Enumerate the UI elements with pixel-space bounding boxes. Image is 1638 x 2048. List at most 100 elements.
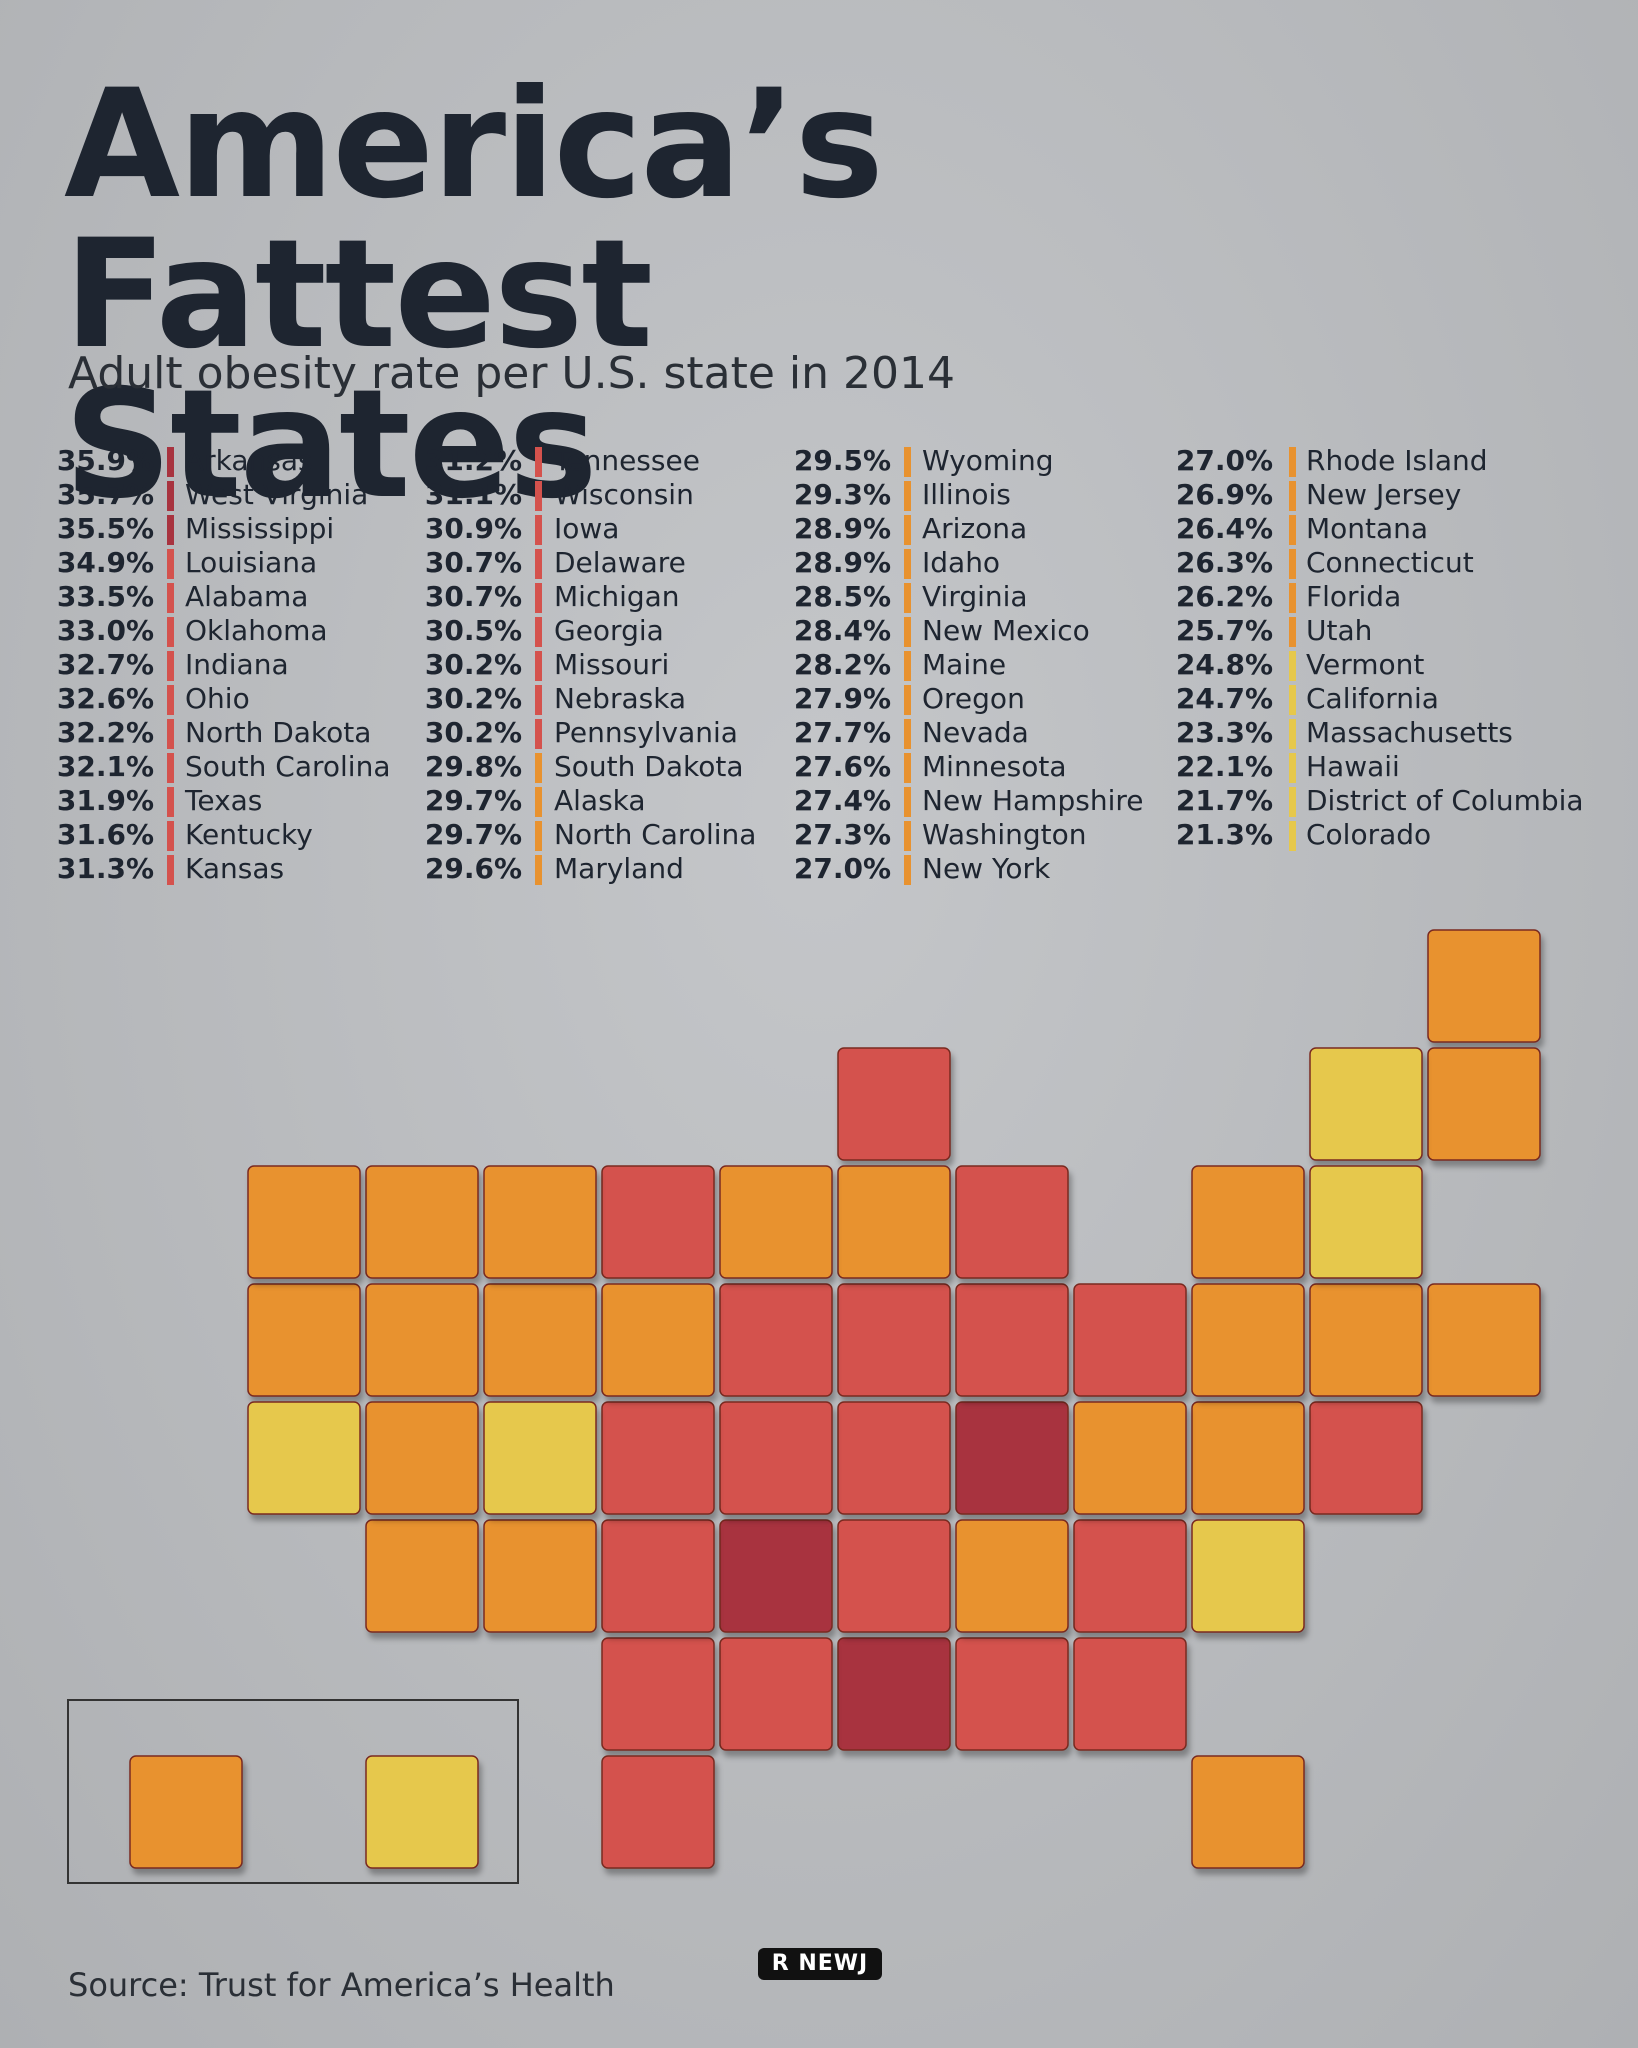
rate-label: 30.7% <box>425 546 522 579</box>
state-label: Montana <box>1306 512 1428 545</box>
state-tile <box>955 1283 1069 1397</box>
state-tile <box>1427 929 1541 1043</box>
state-label: Illinois <box>922 478 1011 511</box>
rate-label: 27.0% <box>1176 444 1273 477</box>
color-swatch <box>535 447 542 477</box>
state-label: Rhode Island <box>1306 444 1488 477</box>
color-swatch <box>904 481 911 511</box>
state-tile <box>837 1165 951 1279</box>
rate-label: 33.0% <box>57 614 154 647</box>
state-tile <box>719 1401 833 1515</box>
rate-label: 35.7% <box>57 478 154 511</box>
state-label: Alaska <box>554 784 646 817</box>
state-label: Connecticut <box>1306 546 1474 579</box>
state-tile <box>1073 1519 1187 1633</box>
color-swatch <box>1289 549 1296 579</box>
color-swatch <box>904 719 911 749</box>
state-tile <box>601 1519 715 1633</box>
color-swatch <box>904 583 911 613</box>
color-swatch <box>535 481 542 511</box>
rate-label: 30.2% <box>425 682 522 715</box>
state-tile <box>1309 1283 1423 1397</box>
state-tile <box>483 1519 597 1633</box>
title: America’s Fattest States <box>64 58 884 532</box>
rate-label: 30.9% <box>425 512 522 545</box>
rate-label: 30.2% <box>425 648 522 681</box>
rate-label: 31.1% <box>425 478 522 511</box>
state-label: North Dakota <box>185 716 371 749</box>
state-tile <box>719 1637 833 1751</box>
color-swatch <box>535 685 542 715</box>
color-swatch <box>167 753 174 783</box>
color-swatch <box>167 821 174 851</box>
state-label: Wisconsin <box>554 478 694 511</box>
state-tile <box>1191 1401 1305 1515</box>
color-swatch <box>1289 651 1296 681</box>
color-swatch <box>535 617 542 647</box>
rate-label: 29.3% <box>794 478 891 511</box>
state-tile <box>837 1637 951 1751</box>
rate-label: 27.0% <box>794 852 891 885</box>
state-label: South Dakota <box>554 750 743 783</box>
state-label: Michigan <box>554 580 680 613</box>
state-label: Alabama <box>185 580 308 613</box>
rate-label: 28.4% <box>794 614 891 647</box>
state-tile <box>1309 1047 1423 1161</box>
inset-frame <box>67 1699 519 1884</box>
state-tile <box>1191 1165 1305 1279</box>
rate-label: 30.7% <box>425 580 522 613</box>
color-swatch <box>167 855 174 885</box>
color-swatch <box>535 753 542 783</box>
color-swatch <box>167 447 174 477</box>
state-tile <box>1191 1519 1305 1633</box>
state-label: Kansas <box>185 852 284 885</box>
rate-label: 31.6% <box>57 818 154 851</box>
color-swatch <box>167 617 174 647</box>
color-swatch <box>1289 515 1296 545</box>
state-tile <box>837 1283 951 1397</box>
rate-label: 26.3% <box>1176 546 1273 579</box>
rate-label: 32.7% <box>57 648 154 681</box>
state-label: Minnesota <box>922 750 1067 783</box>
state-label: Washington <box>922 818 1087 851</box>
state-label: Missouri <box>554 648 669 681</box>
color-swatch <box>167 549 174 579</box>
state-tile <box>365 1755 479 1869</box>
state-label: Idaho <box>922 546 1000 579</box>
state-tile <box>1427 1283 1541 1397</box>
rate-label: 21.3% <box>1176 818 1273 851</box>
source: Source: Trust for America’s Health <box>68 1966 615 2004</box>
state-label: Maine <box>922 648 1006 681</box>
state-label: Oklahoma <box>185 614 328 647</box>
rate-label: 24.7% <box>1176 682 1273 715</box>
color-swatch <box>904 855 911 885</box>
rate-label: 28.9% <box>794 546 891 579</box>
state-tile <box>365 1401 479 1515</box>
state-tile <box>365 1165 479 1279</box>
state-label: Nevada <box>922 716 1029 749</box>
color-swatch <box>1289 583 1296 613</box>
color-swatch <box>167 719 174 749</box>
state-tile <box>1191 1283 1305 1397</box>
state-label: New Mexico <box>922 614 1090 647</box>
state-tile <box>955 1519 1069 1633</box>
color-swatch <box>535 855 542 885</box>
color-swatch <box>904 447 911 477</box>
color-swatch <box>1289 787 1296 817</box>
state-tile <box>955 1637 1069 1751</box>
rate-label: 27.3% <box>794 818 891 851</box>
state-label: Utah <box>1306 614 1372 647</box>
state-label: Florida <box>1306 580 1401 613</box>
state-label: South Carolina <box>185 750 390 783</box>
state-tile <box>247 1165 361 1279</box>
state-label: Virginia <box>922 580 1028 613</box>
color-swatch <box>1289 481 1296 511</box>
rate-label: 22.1% <box>1176 750 1273 783</box>
color-swatch <box>167 685 174 715</box>
color-swatch <box>535 549 542 579</box>
state-label: District of Columbia <box>1306 784 1584 817</box>
color-swatch <box>904 787 911 817</box>
rate-label: 27.9% <box>794 682 891 715</box>
rate-label: 31.3% <box>57 852 154 885</box>
